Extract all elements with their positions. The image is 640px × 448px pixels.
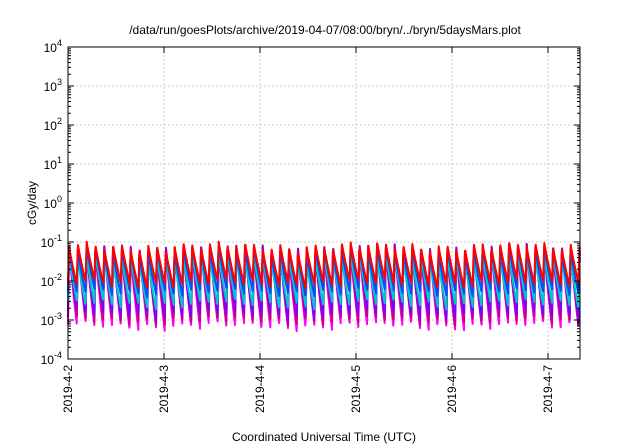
x-tick-label: 2019-4-4 xyxy=(253,365,267,413)
series-layer xyxy=(67,240,581,333)
x-tick-label: 2019-4-5 xyxy=(349,365,363,413)
x-tick-label: 2019-4-2 xyxy=(61,365,75,413)
y-tick-label: 101 xyxy=(44,155,62,172)
y-tick-label: 10-4 xyxy=(41,350,62,367)
y-tick-label: 10-3 xyxy=(41,311,62,328)
series-line xyxy=(67,240,581,290)
y-tick-label: 104 xyxy=(44,38,62,55)
chart-title: /data/run/goesPlots/archive/2019-04-07/0… xyxy=(129,23,521,37)
x-tick-label: 2019-4-6 xyxy=(445,365,459,413)
y-tick-label: 103 xyxy=(44,77,62,94)
y-tick-label: 102 xyxy=(44,116,62,133)
y-axis: 10-4 10-3 10-2 10-1 100 101 102 103 104 xyxy=(41,38,580,367)
y-tick-label: 100 xyxy=(44,194,62,211)
plot-frame xyxy=(67,46,581,360)
x-axis: 2019-4-2 2019-4-3 2019-4-4 2019-4-5 2019-4-6… xyxy=(61,47,555,413)
y-axis-label: cGy/day xyxy=(25,181,39,225)
y-tick-label: 10-2 xyxy=(41,272,62,289)
x-tick-label: 2019-4-3 xyxy=(157,365,171,413)
x-tick-label: 2019-4-7 xyxy=(541,365,555,413)
x-axis-label: Coordinated Universal Time (UTC) xyxy=(232,430,416,444)
y-tick-label: 10-1 xyxy=(41,233,62,250)
